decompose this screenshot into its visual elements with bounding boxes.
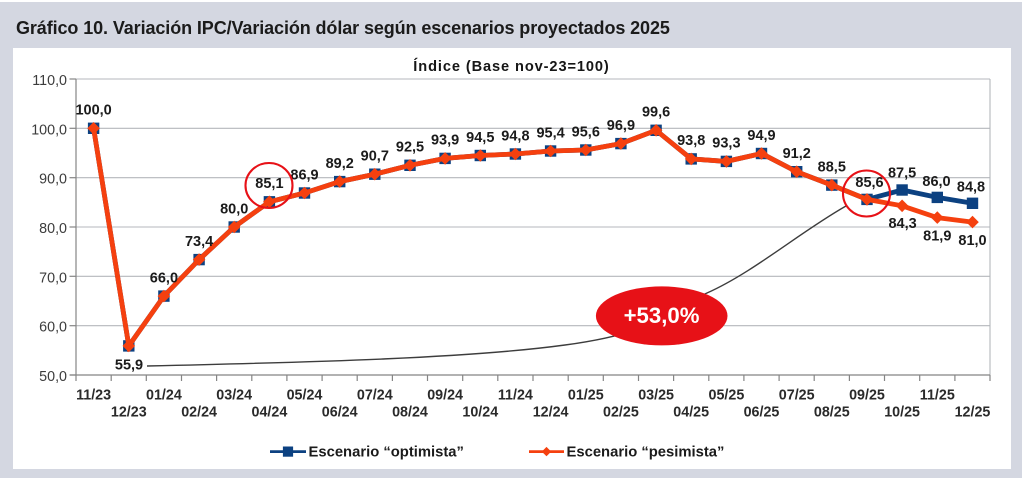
svg-text:12/23: 12/23 — [111, 405, 147, 421]
svg-text:110,0: 110,0 — [32, 73, 67, 89]
svg-text:03/24: 03/24 — [216, 388, 252, 404]
svg-text:89,2: 89,2 — [326, 156, 354, 172]
svg-text:50,0: 50,0 — [39, 369, 67, 385]
svg-text:55,9: 55,9 — [115, 358, 143, 374]
svg-text:Escenario “pesimista”: Escenario “pesimista” — [567, 445, 725, 461]
svg-text:04/24: 04/24 — [252, 405, 288, 421]
svg-text:+53,0%: +53,0% — [624, 303, 700, 328]
svg-text:96,9: 96,9 — [607, 118, 635, 134]
svg-text:84,3: 84,3 — [888, 216, 916, 232]
svg-text:90,0: 90,0 — [39, 172, 67, 188]
svg-text:94,9: 94,9 — [747, 128, 775, 144]
svg-text:87,5: 87,5 — [888, 165, 916, 181]
svg-text:01/25: 01/25 — [568, 388, 604, 404]
svg-text:06/24: 06/24 — [322, 405, 358, 421]
svg-text:99,6: 99,6 — [642, 105, 670, 121]
svg-text:03/25: 03/25 — [638, 388, 674, 404]
svg-text:07/24: 07/24 — [357, 388, 393, 404]
svg-text:08/25: 08/25 — [814, 405, 850, 421]
svg-text:88,5: 88,5 — [818, 159, 846, 175]
svg-text:95,6: 95,6 — [572, 124, 600, 140]
svg-text:100,0: 100,0 — [31, 122, 67, 138]
svg-text:07/25: 07/25 — [779, 388, 815, 404]
svg-text:84,8: 84,8 — [957, 179, 985, 195]
svg-text:12/24: 12/24 — [533, 405, 569, 421]
svg-text:09/24: 09/24 — [427, 388, 463, 404]
svg-text:81,0: 81,0 — [958, 233, 986, 249]
svg-text:10/25: 10/25 — [884, 405, 920, 421]
svg-text:91,2: 91,2 — [783, 146, 811, 162]
svg-text:11/24: 11/24 — [498, 388, 533, 404]
svg-text:02/24: 02/24 — [181, 405, 217, 421]
svg-text:85,6: 85,6 — [855, 175, 883, 191]
svg-text:09/25: 09/25 — [849, 388, 885, 404]
svg-text:Escenario “optimista”: Escenario “optimista” — [309, 445, 464, 461]
svg-text:100,0: 100,0 — [75, 103, 111, 119]
svg-text:94,5: 94,5 — [466, 130, 494, 146]
svg-text:06/25: 06/25 — [744, 405, 780, 421]
svg-text:85,1: 85,1 — [255, 176, 283, 192]
svg-text:86,0: 86,0 — [922, 174, 950, 190]
svg-text:02/25: 02/25 — [603, 405, 639, 421]
svg-text:11/25: 11/25 — [920, 388, 955, 404]
svg-text:05/24: 05/24 — [287, 388, 323, 404]
svg-text:86,9: 86,9 — [290, 167, 318, 183]
svg-text:66,0: 66,0 — [150, 270, 178, 286]
svg-text:12/25: 12/25 — [955, 405, 991, 421]
svg-text:93,8: 93,8 — [677, 133, 705, 149]
svg-text:81,9: 81,9 — [923, 228, 951, 244]
svg-text:60,0: 60,0 — [39, 320, 67, 336]
svg-text:80,0: 80,0 — [220, 201, 248, 217]
svg-text:10/24: 10/24 — [462, 405, 498, 421]
svg-text:05/25: 05/25 — [709, 388, 745, 404]
svg-text:Índice (Base nov-23=100): Índice (Base nov-23=100) — [413, 58, 609, 75]
svg-text:93,3: 93,3 — [712, 136, 740, 152]
svg-text:93,9: 93,9 — [431, 133, 459, 149]
svg-text:11/23: 11/23 — [76, 388, 111, 404]
svg-text:70,0: 70,0 — [39, 270, 67, 286]
svg-text:80,0: 80,0 — [39, 221, 67, 237]
svg-text:94,8: 94,8 — [501, 128, 529, 144]
svg-text:73,4: 73,4 — [185, 234, 213, 250]
svg-text:08/24: 08/24 — [392, 405, 428, 421]
svg-text:92,5: 92,5 — [396, 140, 424, 156]
svg-text:90,7: 90,7 — [361, 149, 389, 165]
svg-text:01/24: 01/24 — [146, 388, 182, 404]
svg-text:95,4: 95,4 — [536, 125, 564, 141]
svg-text:04/25: 04/25 — [673, 405, 709, 421]
